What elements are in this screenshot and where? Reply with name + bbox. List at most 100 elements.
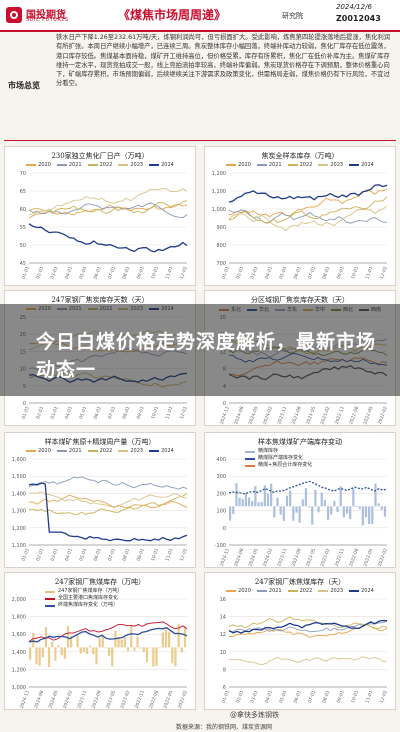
legend-item: 精煤库存 [245, 448, 312, 455]
x-tick-label: 2023-11 [276, 406, 288, 425]
y-tick-label: 1,200 [12, 667, 26, 673]
y-tick-label: 0 [223, 401, 226, 407]
bar [98, 637, 101, 648]
bar [270, 483, 273, 507]
x-tick-label: 2023-02 [119, 690, 131, 709]
x-tick-label: 2023-08 [91, 690, 103, 709]
x-tick-label: 2024-11 [219, 406, 231, 425]
bar [60, 647, 63, 656]
chart-legend: 2020 2021 2022 2023 2024 [205, 588, 395, 594]
x-tick-label: 05-01 [78, 406, 88, 420]
bar [251, 501, 254, 507]
x-tick-label: 2024-11 [219, 548, 231, 567]
legend-item: 2020 [226, 162, 251, 168]
x-tick-label: 09-01 [136, 266, 146, 280]
bar [232, 506, 235, 515]
x-tick-label: 2023-08 [291, 548, 303, 567]
legend-item: 2022 [287, 588, 312, 594]
x-tick-label: 2023-11 [276, 548, 288, 567]
bar [361, 506, 364, 526]
legend-swatch [26, 450, 37, 452]
bar [161, 632, 164, 648]
legend-swatch [256, 590, 267, 592]
bar [70, 636, 73, 648]
series-line [28, 493, 188, 515]
bar [285, 495, 289, 507]
series-line [28, 494, 188, 509]
legend-label: 2020 [38, 162, 51, 168]
bar [139, 647, 142, 649]
legend-item: 2023 [118, 448, 143, 454]
bar [44, 627, 48, 648]
logo-mark-icon [6, 7, 22, 23]
legend-label: 精煤除产端库存变化 [258, 455, 304, 461]
y-tick-label: 0 [23, 401, 26, 407]
legend-item: 2021 [256, 162, 282, 168]
legend-swatch [318, 164, 329, 166]
x-tick-label: 2024-02 [262, 548, 274, 567]
y-tick-label: 1,500 [12, 474, 26, 480]
x-tick-label: 01-01 [21, 406, 31, 420]
x-tick-label: 02-01 [235, 690, 245, 704]
y-tick-label: 1,400 [12, 650, 26, 656]
x-tick-label: 11-01 [164, 266, 174, 280]
legend-swatch [45, 597, 55, 600]
legend-swatch [245, 464, 255, 467]
x-tick-label: 10-01 [350, 266, 360, 280]
chart-title: 分区域钢厂焦炭库存天数（天） [251, 296, 349, 304]
x-tick-label: 10-01 [150, 548, 160, 562]
legend-item: 2024 [349, 162, 374, 168]
legend-swatch [245, 450, 255, 453]
bar [380, 506, 383, 510]
headline-overlay [0, 304, 400, 396]
x-tick-label: 2023-08 [291, 406, 303, 425]
chart-title: 焦炭全样本库存（万吨） [261, 152, 339, 160]
legend-swatch [45, 604, 55, 607]
logo-subtext: SDIC FUTURES [26, 17, 69, 23]
bar [336, 506, 339, 512]
y-tick-label: 1,000 [212, 207, 226, 213]
x-tick-label: 04-01 [64, 548, 74, 562]
legend-item: 2023 [318, 162, 343, 168]
legend-item: 2021 [56, 448, 82, 454]
bar [38, 647, 41, 666]
series-line [228, 184, 388, 203]
y-tick-label: 45 [20, 261, 26, 267]
x-tick-label: 06-01 [293, 266, 303, 280]
x-tick-label: 01-01 [221, 690, 231, 704]
bar [298, 506, 301, 523]
bar [273, 506, 276, 518]
x-tick-label: 09-01 [336, 690, 346, 704]
y-tick-label: 900 [216, 225, 226, 231]
bar [171, 647, 174, 664]
chart-legend: 精煤库存 精煤除产端库存变化 精煤+焦原合计库存变化 [245, 448, 312, 469]
legend-label: 2024 [361, 162, 374, 168]
y-tick-label: 55 [20, 225, 26, 231]
bar [314, 489, 317, 507]
x-tick-label: 12-01 [179, 266, 189, 280]
x-tick-label: 08-01 [321, 266, 331, 280]
y-tick-label: 1,600 [12, 632, 26, 638]
x-tick-label: 04-01 [64, 266, 74, 280]
x-tick-label: 01-01 [221, 266, 231, 280]
y-tick-label: -100 [215, 543, 226, 549]
legend-swatch [287, 590, 298, 592]
legend-label: 2024 [161, 162, 174, 168]
bar [158, 647, 161, 649]
x-tick-label: 2023-05 [305, 548, 317, 567]
bar [180, 647, 183, 653]
legend-label: 2020 [238, 162, 251, 168]
bar [301, 499, 304, 507]
x-tick-label: 08-01 [121, 548, 131, 562]
x-tick-label: 07-01 [107, 548, 117, 562]
x-tick-label: 07-01 [107, 406, 117, 420]
bar [374, 483, 377, 507]
legend-item: 精煤+焦原合计库存变化 [245, 462, 312, 469]
x-tick-label: 08-01 [321, 690, 331, 704]
bar [29, 647, 32, 660]
legend-item: 2021 [56, 162, 82, 168]
bar [136, 636, 139, 648]
bar [349, 506, 352, 520]
headline-text: 今日白煤价格走势深度解析，最新市场动态一 [36, 331, 377, 381]
